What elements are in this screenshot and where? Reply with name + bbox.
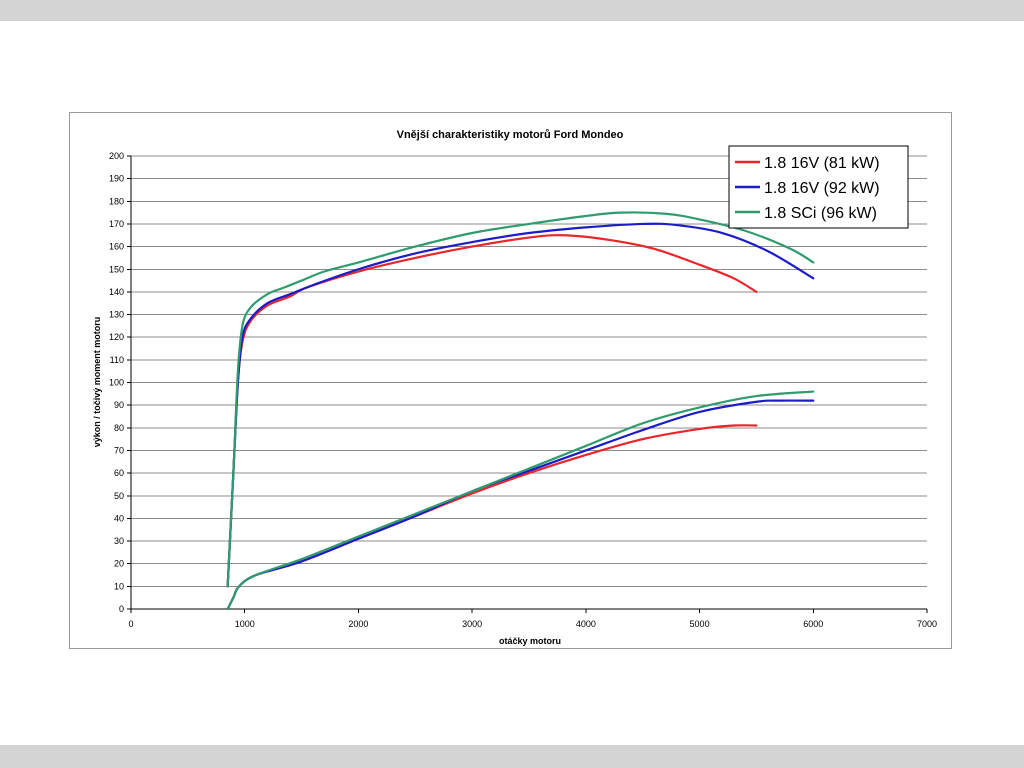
y-tick-label-150: 150 bbox=[109, 264, 124, 274]
top-gray-band bbox=[0, 0, 1024, 21]
y-tick-label-20: 20 bbox=[114, 559, 124, 569]
x-tick-label-1000: 1000 bbox=[235, 619, 255, 629]
legend-label-1-8-16v-92-kw: 1.8 16V (92 kW) bbox=[764, 180, 880, 197]
legend-label-1-8-sci-96-kw: 1.8 SCi (96 kW) bbox=[764, 205, 877, 222]
y-tick-label-40: 40 bbox=[114, 513, 124, 523]
series-1-8-sci-96-kw-power-line bbox=[226, 390, 815, 611]
y-axis-label: výkon / točivý moment motoru bbox=[92, 317, 102, 448]
bottom-gray-band bbox=[0, 745, 1024, 768]
y-tick-label-120: 120 bbox=[109, 332, 124, 342]
y-tick-label-160: 160 bbox=[109, 242, 124, 252]
series-1-8-16v-92-kw-power-line bbox=[226, 399, 815, 611]
y-tick-label-50: 50 bbox=[114, 491, 124, 501]
x-tick-label-7000: 7000 bbox=[917, 619, 937, 629]
chart-title: Vnější charakteristiky motorů Ford Monde… bbox=[397, 129, 624, 141]
x-tick-label-0: 0 bbox=[128, 619, 133, 629]
series-lines bbox=[226, 211, 815, 611]
y-tick-label-60: 60 bbox=[114, 468, 124, 478]
x-tick-labels: 0 1000 2000 3000 4000 5000 6000 7000 bbox=[128, 619, 937, 629]
y-tick-label-180: 180 bbox=[109, 196, 124, 206]
y-tick-label-90: 90 bbox=[114, 400, 124, 410]
x-tick-label-3000: 3000 bbox=[462, 619, 482, 629]
legend: 1.8 16V (81 kW) 1.8 16V (92 kW) 1.8 SCi (9… bbox=[728, 145, 909, 229]
series-1-8-16v-81-kw-power-line bbox=[226, 424, 758, 611]
y-tick-label-130: 130 bbox=[109, 310, 124, 320]
y-tick-label-10: 10 bbox=[114, 581, 124, 591]
grid-lines bbox=[131, 155, 927, 610]
x-tick-label-5000: 5000 bbox=[690, 619, 710, 629]
y-tick-label-80: 80 bbox=[114, 423, 124, 433]
y-tick-label-100: 100 bbox=[109, 378, 124, 388]
y-tick-label-30: 30 bbox=[114, 536, 124, 546]
x-tick-label-2000: 2000 bbox=[348, 619, 368, 629]
y-tick-label-0: 0 bbox=[119, 604, 124, 614]
axes bbox=[127, 155, 928, 613]
y-tick-label-170: 170 bbox=[109, 219, 124, 229]
y-tick-label-70: 70 bbox=[114, 445, 124, 455]
y-tick-labels: 0 10 20 30 40 50 60 70 80 90 100 110 120 130 140 150 160… bbox=[109, 151, 124, 614]
x-tick-label-4000: 4000 bbox=[576, 619, 596, 629]
y-tick-label-190: 190 bbox=[109, 174, 124, 184]
legend-label-1-8-16v-81-kw: 1.8 16V (81 kW) bbox=[764, 155, 880, 172]
y-tick-label-110: 110 bbox=[110, 355, 124, 365]
x-axis-label: otáčky motoru bbox=[499, 636, 561, 646]
series-1-8-sci-96-kw-torque-line bbox=[226, 211, 815, 588]
x-tick-label-6000: 6000 bbox=[803, 619, 823, 629]
y-tick-label-200: 200 bbox=[109, 151, 124, 161]
y-tick-label-140: 140 bbox=[109, 287, 124, 297]
